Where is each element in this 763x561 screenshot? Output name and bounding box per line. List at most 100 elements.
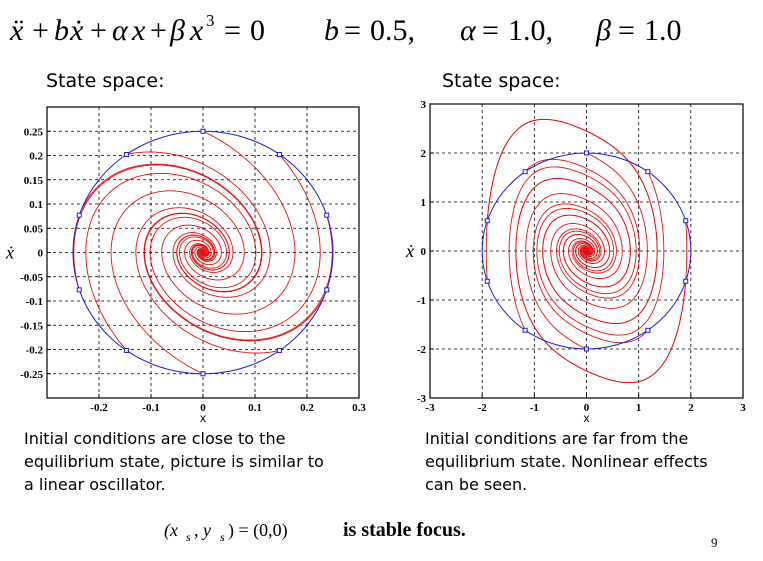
- eq-x: x: [131, 14, 146, 47]
- conclusion: (x s , y s ) = (0,0) is stable focus.: [164, 519, 466, 544]
- x-axis-label: x: [584, 411, 590, 425]
- conclusion-math-1: (x: [164, 520, 178, 541]
- right-caption-line: equilibrium state. Nonlinear effects: [425, 452, 708, 471]
- eq-zero: 0: [250, 14, 265, 47]
- conclusion-sub-2: s: [220, 530, 225, 544]
- y-tick-label: 2: [421, 148, 427, 160]
- x-tick-label: 2: [688, 402, 694, 414]
- y-tick-label: -1: [417, 295, 426, 307]
- initial-condition-marker: [276, 152, 282, 158]
- y-tick-label: -0.2: [26, 345, 44, 357]
- trajectory-line: [525, 193, 623, 350]
- trajectory-line: [161, 130, 296, 315]
- y-tick-label: -0.1: [26, 296, 43, 308]
- conclusion-sub-1: s: [186, 530, 191, 544]
- page-number: 9: [711, 535, 718, 550]
- initial-condition-marker: [276, 347, 282, 353]
- y-tick-label: 3: [421, 99, 427, 111]
- x-tick-label: -2: [478, 402, 488, 414]
- x-tick-label: 3: [740, 402, 746, 414]
- trajectory-line: [486, 118, 658, 325]
- y-tick-label: 0.1: [29, 199, 43, 211]
- conclusion-text: is stable focus.: [343, 519, 466, 541]
- param-alpha-eq: =: [482, 14, 499, 47]
- initial-condition-marker: [324, 287, 330, 293]
- x-tick-label: 1: [636, 402, 642, 414]
- left-state-label: State space:: [46, 70, 165, 92]
- right-state-label: State space:: [442, 70, 561, 92]
- right-caption: Initial conditions are far from the equi…: [425, 427, 708, 496]
- eq-alpha: α: [112, 14, 129, 47]
- initial-condition-marker: [76, 212, 82, 218]
- initial-condition-marker: [522, 327, 528, 333]
- x-tick-label: -0.2: [90, 402, 108, 414]
- initial-condition-marker: [200, 128, 206, 134]
- trajectory-line: [550, 152, 648, 309]
- y-tick-label: 1: [421, 197, 427, 209]
- param-beta-eq: =: [618, 14, 635, 47]
- initial-condition-marker: [200, 371, 206, 377]
- initial-condition-marker: [645, 327, 651, 333]
- x-tick-label: -1: [530, 402, 539, 414]
- y-tick-label: -2: [417, 344, 427, 356]
- eq-xdot: ẋ: [69, 14, 84, 47]
- y-tick-label: -3: [417, 393, 427, 405]
- eq-x-cubed: x: [189, 14, 204, 47]
- initial-condition-marker: [124, 152, 130, 158]
- initial-condition-marker: [645, 169, 651, 175]
- equation: ẍ + b ẋ + α x + β x 3 = 0 b = 0.5, α = 1…: [9, 11, 682, 47]
- param-b-name: b: [324, 14, 339, 47]
- eq-plus-2: +: [90, 14, 107, 47]
- left-caption: Initial conditions are close to the equi…: [24, 427, 324, 496]
- initial-condition-marker: [124, 347, 130, 353]
- conclusion-math-2: , y: [194, 520, 211, 540]
- eq-xddot: ẍ: [9, 14, 24, 47]
- param-beta-value: 1.0: [644, 14, 682, 47]
- trajectory-line: [532, 203, 649, 344]
- left-caption-line: Initial conditions are close to the: [24, 429, 286, 448]
- y-tick-label: -0.25: [20, 369, 43, 381]
- phase-plot-right: -3 -2 -1 0 1 2 3 3 2 1 0 -1 -2 -3 x ẋ: [405, 99, 746, 425]
- left-caption-line: equilibrium state, picture is similar to: [24, 452, 324, 471]
- x-tick-label: 0.3: [352, 402, 366, 414]
- initial-condition-marker: [683, 218, 689, 224]
- conclusion-math-3: ) = (0,0): [228, 520, 288, 541]
- y-tick-label: -0.15: [20, 320, 43, 332]
- initial-condition-marker: [324, 212, 330, 218]
- x-tick-label: -3: [425, 402, 435, 414]
- y-axis-label: ẋ: [405, 241, 414, 261]
- initial-condition-marker: [484, 278, 490, 284]
- y-tick-label: -0.05: [20, 272, 43, 284]
- x-tick-label: 0: [584, 402, 590, 414]
- trajectory-line: [110, 190, 245, 375]
- param-b-eq: =: [344, 14, 361, 47]
- initial-condition-marker: [584, 346, 589, 352]
- param-alpha-value: 1.0,: [508, 14, 553, 47]
- eq-plus-1: +: [32, 14, 49, 47]
- eq-beta: β: [169, 14, 185, 47]
- y-tick-label: 0.15: [24, 175, 44, 187]
- y-tick-label: 0: [421, 246, 427, 258]
- trajectory-line: [135, 207, 280, 354]
- x-tick-label: 0.2: [300, 402, 314, 414]
- x-tick-label: 0.1: [248, 402, 262, 414]
- initial-condition-marker: [522, 169, 528, 175]
- eq-b: b: [54, 14, 69, 47]
- y-tick-label: 0.2: [29, 151, 43, 163]
- trajectory-line: [524, 158, 641, 299]
- right-caption-line: Initial conditions are far from the: [425, 429, 689, 448]
- trajectory-line: [126, 151, 271, 298]
- y-tick-label: 0: [38, 248, 44, 260]
- param-beta-name: β: [595, 14, 611, 47]
- param-alpha-name: α: [460, 14, 477, 47]
- x-axis-label: x: [200, 411, 206, 425]
- y-tick-label: 0.05: [24, 223, 44, 235]
- initial-condition-marker: [584, 150, 589, 156]
- y-tick-label: 0.25: [24, 126, 44, 138]
- right-caption-line: can be seen.: [425, 475, 528, 494]
- eq-exponent: 3: [206, 11, 215, 30]
- y-axis-label: ẋ: [5, 243, 14, 263]
- initial-condition-marker: [484, 218, 490, 224]
- initial-condition-marker: [683, 278, 689, 284]
